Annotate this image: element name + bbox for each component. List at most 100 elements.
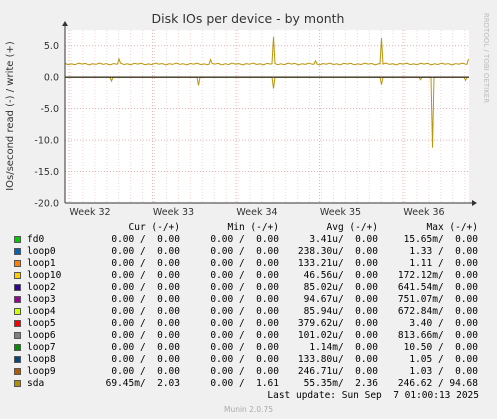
legend-min: 0.00 / 0.00 [210, 282, 279, 293]
legend-max: 1.05 / 0.00 [409, 354, 478, 365]
x-tick-label: Week 32 [69, 207, 110, 218]
legend-min: 0.00 / 0.00 [210, 258, 279, 269]
y-tick-label: -20.0 [34, 199, 59, 210]
legend-max: 15.65m/ 0.00 [403, 234, 478, 245]
legend-cur: 0.00 / 0.00 [111, 294, 180, 305]
y-tick-labels: 5.0 0.0 -5.0 -10.0 -15.0 -20.0 [34, 41, 59, 209]
legend-min: 0.00 / 0.00 [210, 306, 279, 317]
legend-cur: 0.00 / 0.00 [111, 234, 180, 245]
legend-avg: 85.94u/ 0.00 [303, 306, 378, 317]
legend-name: loop2 [27, 282, 56, 293]
chart-title: Disk IOs per device - by month [152, 11, 345, 26]
legend-min: 0.00 / 0.00 [210, 270, 279, 281]
legend-name: loop8 [27, 354, 56, 365]
legend-cur: 0.00 / 0.00 [111, 366, 180, 377]
legend-avg: 94.67u/ 0.00 [303, 294, 378, 305]
y-axis-label: IOs/second read (-) / write (+) [5, 41, 16, 191]
legend-header-cur: Cur (-/+) [128, 222, 180, 233]
legend-avg: 1.14m/ 0.00 [309, 342, 378, 353]
x-tick-label: Week 36 [403, 207, 444, 218]
legend-max: 10.50 / 0.00 [403, 342, 478, 353]
y-axis-arrow [62, 21, 68, 26]
legend-avg: 133.80u/ 0.00 [297, 354, 378, 365]
legend-avg: 85.02u/ 0.00 [303, 282, 378, 293]
legend-swatch [14, 380, 21, 387]
legend-avg: 55.35m/ 2.36 [303, 378, 378, 389]
legend-max: 3.40 / 0.00 [409, 318, 478, 329]
y-tick-label: 0.0 [44, 73, 59, 84]
legend-header-max: Max (-/+) [426, 222, 478, 233]
x-tick-label: Week 33 [153, 207, 194, 218]
legend-min: 0.00 / 0.00 [210, 234, 279, 245]
series-line-sda-write [64, 36, 469, 66]
legend-min: 0.00 / 0.00 [210, 318, 279, 329]
legend-swatch [14, 236, 21, 243]
legend-swatch [14, 296, 21, 303]
legend-swatch [14, 308, 21, 315]
legend-avg: 3.41u/ 0.00 [309, 234, 378, 245]
legend-min: 0.00 / 0.00 [210, 246, 279, 257]
legend-name: loop0 [27, 246, 56, 257]
legend-avg: 246.71u/ 0.00 [297, 366, 378, 377]
legend-cur: 0.00 / 0.00 [111, 306, 180, 317]
grid-lines [65, 30, 469, 204]
legend-cur: 0.00 / 0.00 [111, 342, 180, 353]
x-tick-label: Week 35 [320, 207, 361, 218]
legend-min: 0.00 / 0.00 [210, 354, 279, 365]
legend-swatch [14, 248, 21, 255]
legend-header-min: Min (-/+) [227, 222, 279, 233]
legend-cur: 0.00 / 0.00 [111, 318, 180, 329]
legend-cur: 69.45m/ 2.03 [105, 378, 180, 389]
legend-max: 672.84m/ 0.00 [397, 306, 478, 317]
legend-swatch [14, 320, 21, 327]
legend-avg: 379.62u/ 0.00 [297, 318, 378, 329]
legend-name: loop1 [27, 258, 56, 269]
legend-swatch [14, 344, 21, 351]
y-tick-label: 5.0 [44, 41, 59, 52]
last-update: Last update: Sun Sep 7 01:00:13 2025 [267, 390, 479, 401]
y-tick-label: -5.0 [40, 104, 59, 115]
legend-swatch [14, 356, 21, 363]
legend-swatch [14, 272, 21, 279]
legend-cur: 0.00 / 0.00 [111, 270, 180, 281]
legend-name: loop3 [27, 294, 56, 305]
legend-name: loop9 [27, 366, 56, 377]
legend-max: 1.33 / 0.00 [409, 246, 478, 257]
legend-name: loop5 [27, 318, 56, 329]
legend-cur: 0.00 / 0.00 [111, 246, 180, 257]
legend-min: 0.00 / 0.00 [210, 330, 279, 341]
x-axis-arrow [472, 200, 477, 206]
legend-swatch [14, 332, 21, 339]
legend-swatch [14, 260, 21, 267]
legend-avg: 238.30u/ 0.00 [297, 246, 378, 257]
legend-min: 0.00 / 0.00 [210, 342, 279, 353]
legend-name: fd0 [27, 234, 45, 245]
legend-min: 0.00 / 1.61 [210, 378, 279, 389]
legend-swatch [14, 284, 21, 291]
legend-cur: 0.00 / 0.00 [111, 330, 180, 341]
legend-name: sda [27, 378, 45, 389]
legend-avg: 133.21u/ 0.00 [297, 258, 378, 269]
y-tick-label: -15.0 [34, 167, 59, 178]
legend-max: 172.12m/ 0.00 [397, 270, 478, 281]
x-tick-label: Week 34 [236, 207, 277, 218]
rrdtool-watermark: RRDTOOL / TOBI OETIKER [482, 13, 490, 103]
y-tick-label: -10.0 [34, 136, 59, 147]
legend-cur: 0.00 / 0.00 [111, 282, 180, 293]
legend-avg: 101.02u/ 0.00 [297, 330, 378, 341]
legend-name: loop6 [27, 330, 56, 341]
munin-version: Munin 2.0.75 [223, 405, 274, 414]
legend-min: 0.00 / 0.00 [210, 366, 279, 377]
legend-min: 0.00 / 0.00 [210, 294, 279, 305]
legend-max: 1.03 / 0.00 [409, 366, 478, 377]
x-tick-labels: Week 32 Week 33 Week 34 Week 35 Week 36 [69, 207, 444, 218]
legend-name: loop10 [27, 270, 62, 281]
legend-cur: 0.00 / 0.00 [111, 258, 180, 269]
legend-max: 246.62 / 94.68 [397, 378, 478, 389]
axes [62, 21, 477, 206]
legend-cur: 0.00 / 0.00 [111, 354, 180, 365]
legend-max: 641.54m/ 0.00 [397, 282, 478, 293]
legend-header-avg: Avg (-/+) [326, 222, 378, 233]
